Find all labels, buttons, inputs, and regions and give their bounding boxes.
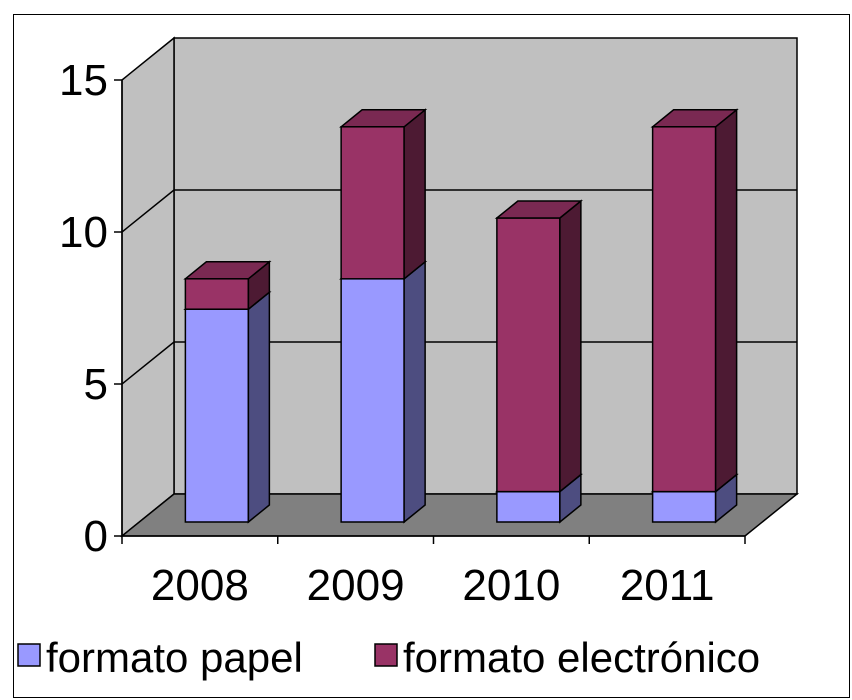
bar-2008-papel xyxy=(183,290,272,524)
bar-top xyxy=(494,200,583,219)
bar-side xyxy=(559,199,582,494)
bar-side xyxy=(403,108,426,281)
bar-front xyxy=(496,490,561,523)
y-tick-label: 5 xyxy=(84,360,108,409)
bar-2011-electronico xyxy=(650,108,739,494)
legend-swatch xyxy=(17,643,41,667)
bar-front xyxy=(340,278,405,523)
x-tick-label: 2009 xyxy=(307,561,405,610)
bar-2008-electronico xyxy=(183,260,272,311)
bar-top xyxy=(339,109,428,128)
chart-frame xyxy=(13,14,850,698)
bar-front xyxy=(651,490,717,523)
bar-front xyxy=(184,308,250,523)
x-tick-label: 2008 xyxy=(151,561,249,610)
y-tick-label: 15 xyxy=(59,56,108,105)
legend-swatch xyxy=(374,643,398,667)
gridline xyxy=(121,341,797,385)
x-tick-label: 2011 xyxy=(620,561,715,610)
bar-front xyxy=(496,217,561,493)
bar-top xyxy=(650,109,739,128)
bar-side xyxy=(247,290,271,524)
bar-2009-papel xyxy=(339,260,428,524)
y-tick-label: 10 xyxy=(59,208,108,257)
legend: formato papel formato electrónico xyxy=(17,634,760,681)
bar-2009-electronico xyxy=(339,108,428,281)
bar-top xyxy=(183,261,272,280)
gridline xyxy=(121,189,797,233)
bar-side xyxy=(403,260,426,524)
legend-label: formato electrónico xyxy=(403,634,760,681)
bar-front xyxy=(651,126,717,493)
y-tick-label: 0 xyxy=(84,512,108,561)
bar-front xyxy=(340,126,405,280)
bar-side xyxy=(714,108,738,494)
bar-front xyxy=(184,278,250,310)
legend-label: formato papel xyxy=(46,634,303,681)
bar-2010-electronico xyxy=(494,199,583,494)
side-wall xyxy=(121,36,175,538)
x-tick-label: 2010 xyxy=(462,561,560,610)
